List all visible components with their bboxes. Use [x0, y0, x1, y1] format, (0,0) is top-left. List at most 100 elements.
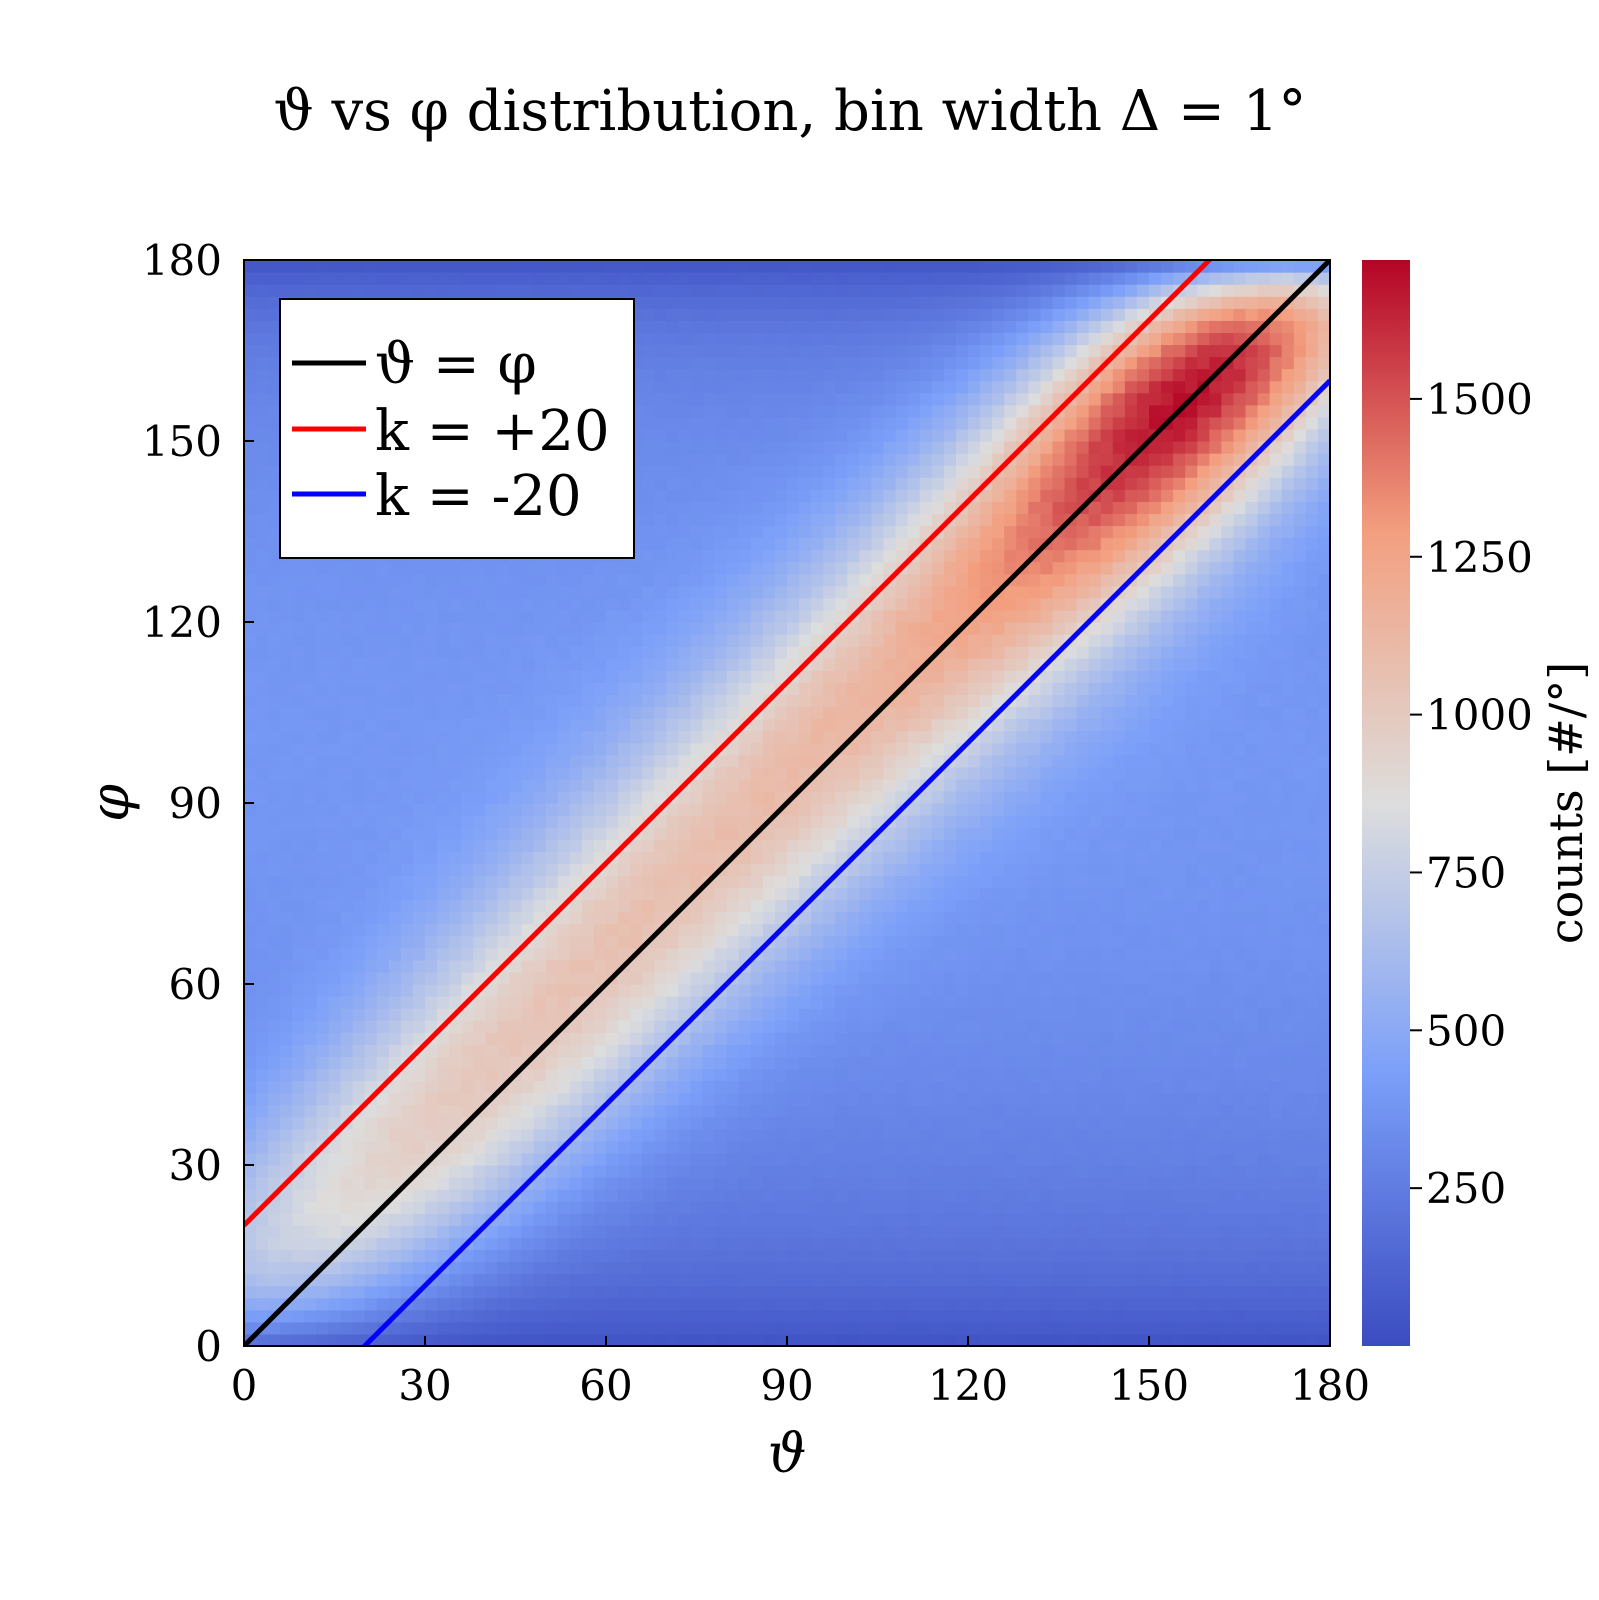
heatmap-cell: [738, 513, 752, 527]
heatmap-cell: [642, 549, 655, 563]
heatmap-cell: [461, 260, 474, 273]
heatmap-cell: [787, 1297, 800, 1311]
heatmap-cell: [750, 428, 764, 442]
heatmap-cell: [280, 609, 293, 623]
heatmap-cell: [449, 887, 462, 901]
heatmap-cell: [581, 742, 595, 756]
heatmap-cell: [437, 573, 450, 587]
heatmap-cell: [630, 1321, 643, 1335]
heatmap-cell: [835, 984, 848, 997]
heatmap-cell: [823, 1321, 836, 1335]
heatmap-cell: [533, 947, 547, 961]
heatmap-cell: [871, 1177, 885, 1190]
heatmap-cell: [425, 875, 438, 889]
heatmap-cell: [557, 790, 571, 804]
heatmap-cell: [244, 368, 257, 382]
heatmap-cell: [449, 260, 462, 273]
heatmap-cell: [340, 658, 354, 671]
heatmap-cell: [256, 1177, 269, 1190]
heatmap-cell: [509, 851, 523, 864]
heatmap-cell: [630, 730, 643, 744]
heatmap-cell: [521, 1225, 535, 1238]
heatmap-cell: [400, 923, 414, 937]
heatmap-cell: [835, 670, 848, 683]
heatmap-cell: [630, 1297, 643, 1311]
heatmap-cell: [316, 1020, 330, 1033]
heatmap-cell: [400, 1008, 414, 1021]
heatmap-cell: [666, 803, 679, 816]
heatmap-cell: [678, 718, 692, 732]
heatmap-cell: [630, 658, 643, 671]
heatmap-cell: [425, 609, 438, 623]
heatmap-cell: [871, 839, 885, 852]
heatmap-cell: [666, 1177, 679, 1190]
heatmap-cell: [256, 1104, 269, 1118]
heatmap-cell: [883, 1189, 897, 1202]
heatmap-cell: [847, 465, 860, 478]
heatmap-cell: [738, 1165, 752, 1178]
heatmap-cell: [521, 1128, 535, 1142]
heatmap-cell: [799, 380, 812, 394]
heatmap-cell: [497, 1104, 511, 1118]
heatmap-cell: [787, 489, 800, 502]
heatmap-cell: [702, 272, 716, 285]
heatmap-cell: [388, 1213, 402, 1226]
heatmap-cell: [292, 923, 305, 937]
heatmap-cell: [521, 1165, 535, 1178]
heatmap-cell: [256, 1020, 269, 1033]
heatmap-cell: [738, 320, 752, 333]
heatmap-cell: [762, 1104, 776, 1118]
heatmap-cell: [497, 1056, 511, 1070]
heatmap-cell: [654, 501, 667, 514]
heatmap-cell: [304, 1008, 317, 1021]
heatmap-cell: [437, 1321, 450, 1335]
heatmap-cell: [388, 682, 402, 695]
heatmap-cell: [509, 1333, 523, 1347]
heatmap-cell: [714, 1213, 728, 1226]
heatmap-cell: [328, 1080, 342, 1094]
heatmap-cell: [871, 899, 885, 913]
heatmap-cell: [750, 477, 764, 490]
heatmap-cell: [738, 899, 752, 913]
heatmap-cell: [787, 1140, 800, 1154]
heatmap-cell: [340, 766, 354, 780]
heatmap-cell: [437, 1092, 450, 1106]
heatmap-cell: [425, 947, 438, 961]
heatmap-cell: [859, 272, 873, 285]
heatmap-cell: [268, 561, 281, 575]
heatmap-cell: [774, 984, 788, 997]
heatmap-cell: [678, 851, 692, 864]
heatmap-cell: [642, 513, 655, 527]
heatmap-cell: [787, 296, 800, 309]
heatmap-cell: [738, 1008, 752, 1021]
heatmap-cell: [726, 525, 740, 539]
heatmap-cell: [461, 923, 474, 937]
heatmap-cell: [702, 441, 716, 454]
heatmap-cell: [762, 718, 776, 732]
heatmap-cell: [340, 935, 354, 949]
heatmap-cell: [400, 706, 414, 720]
heatmap-cell: [485, 284, 498, 297]
heatmap-cell: [581, 947, 595, 961]
heatmap-cell: [750, 561, 764, 575]
heatmap-cell: [750, 875, 764, 889]
heatmap-cell: [557, 742, 571, 756]
heatmap-cell: [642, 1116, 655, 1130]
heatmap-cell: [823, 1092, 836, 1106]
heatmap-cell: [762, 1068, 776, 1082]
heatmap-cell: [678, 670, 692, 683]
heatmap-cell: [678, 1080, 692, 1094]
heatmap-cell: [461, 778, 474, 792]
heatmap-cell: [799, 1213, 812, 1226]
heatmap-cell: [268, 368, 281, 382]
heatmap-cell: [364, 839, 378, 852]
heatmap-cell: [292, 1261, 305, 1275]
heatmap-cell: [774, 1297, 788, 1311]
heatmap-cell: [412, 923, 426, 937]
heatmap-cell: [545, 766, 559, 780]
heatmap-cell: [244, 1177, 257, 1190]
heatmap-cell: [871, 428, 885, 442]
heatmap-cell: [425, 1321, 438, 1335]
heatmap-cell: [750, 694, 764, 708]
heatmap-cell: [316, 778, 330, 792]
